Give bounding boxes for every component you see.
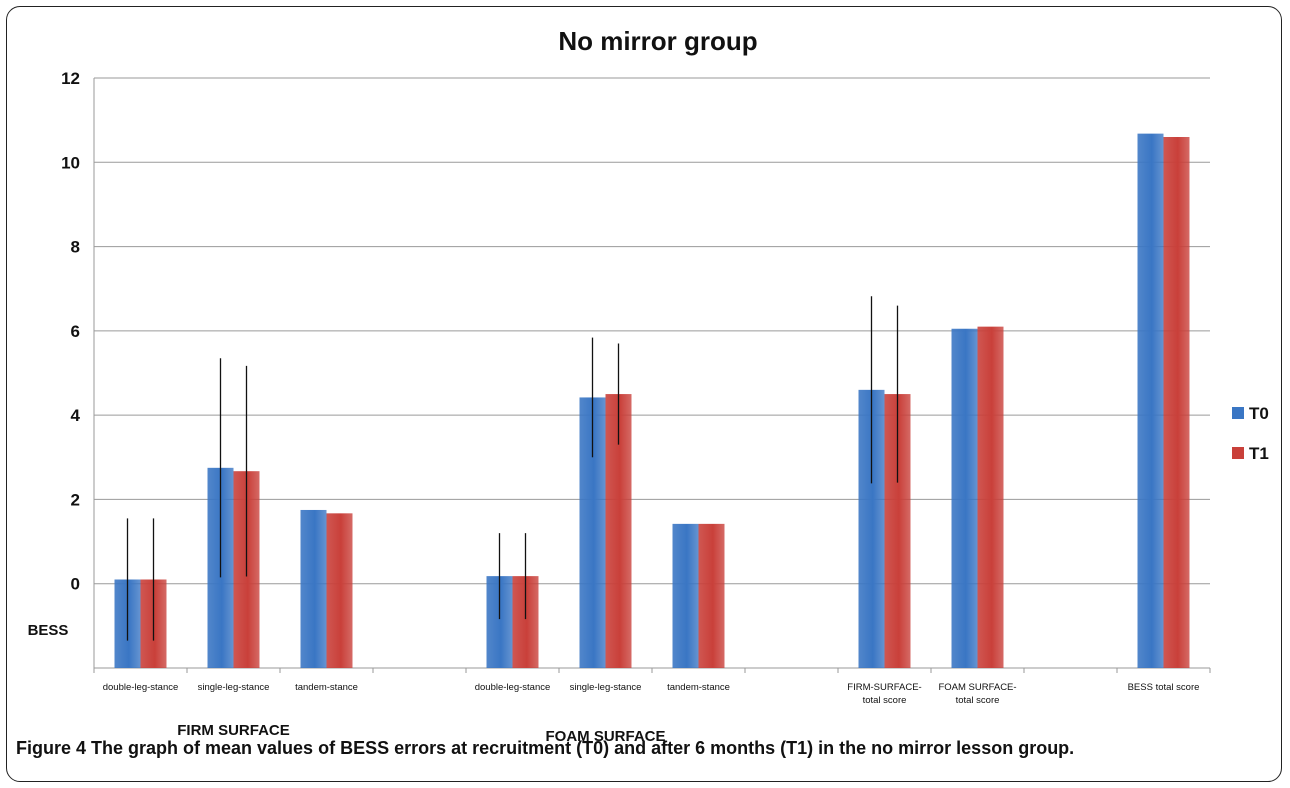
- caption-text: The graph of mean values of BESS errors …: [86, 738, 1075, 758]
- bar-t0: [1137, 133, 1164, 669]
- bars: [114, 133, 1190, 669]
- legend-label-t1: T1: [1249, 444, 1269, 463]
- y-tick-label: 0: [71, 575, 80, 594]
- x-category-label: BESS total score: [1128, 682, 1200, 693]
- y-tick-label: 10: [61, 153, 80, 172]
- bar-t1: [977, 326, 1004, 668]
- grid-lines: [93, 77, 1211, 673]
- bar-t1: [1163, 137, 1190, 668]
- bar-t0: [951, 328, 978, 668]
- y-axis-label: BESS: [28, 622, 69, 639]
- x-category-label: tandem-stance: [667, 682, 730, 693]
- y-tick-label: 4: [71, 406, 81, 425]
- bar-t0: [672, 523, 699, 668]
- bar-t1: [326, 513, 353, 668]
- error-bars: [126, 296, 899, 641]
- x-category-label: double-leg-stance: [103, 682, 179, 693]
- x-category-label: single-leg-stance: [198, 682, 270, 693]
- y-tick-labels: 0 2 4 6 8 10 12: [61, 69, 80, 594]
- figure-caption: Figure 4 The graph of mean values of BES…: [16, 738, 1074, 759]
- bar-t0: [300, 509, 327, 668]
- y-tick-label: 6: [71, 322, 80, 341]
- x-category-label: tandem-stance: [295, 682, 358, 693]
- legend-swatch-t1: [1232, 447, 1244, 459]
- group-label: FIRM SURFACE: [177, 722, 290, 739]
- group-label: FOAM SURFACE: [546, 728, 666, 745]
- legend-label-t0: T0: [1249, 404, 1269, 423]
- x-category-label: double-leg-stance: [475, 682, 551, 693]
- x-category-label: single-leg-stance: [570, 682, 642, 693]
- y-tick-label: 8: [71, 238, 80, 257]
- chart-title: No mirror group: [558, 26, 757, 56]
- x-category-label: FIRM-SURFACE-total score: [847, 682, 921, 706]
- x-category-label: FOAM SURFACE-total score: [938, 682, 1016, 706]
- y-tick-label: 12: [61, 69, 80, 88]
- caption-lead: Figure 4: [16, 738, 87, 758]
- legend-swatch-t0: [1232, 407, 1244, 419]
- bar-t1: [698, 523, 725, 668]
- figure-frame: [6, 6, 1282, 782]
- x-category-labels: double-leg-stance single-leg-stance tandem…: [103, 682, 1200, 706]
- group-labels: FIRM SURFACE FOAM SURFACE: [177, 722, 665, 745]
- legend: T0 T1: [1232, 404, 1269, 463]
- y-tick-label: 2: [71, 490, 80, 509]
